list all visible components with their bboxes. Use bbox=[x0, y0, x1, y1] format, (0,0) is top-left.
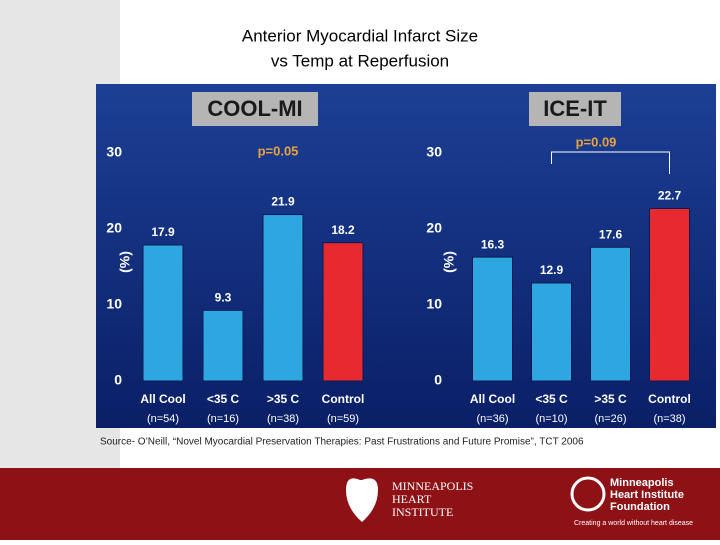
logo-text: HEART bbox=[392, 492, 432, 506]
logo-text: INSTITUTE bbox=[392, 505, 453, 519]
x-tick-label: <35 C bbox=[535, 392, 568, 406]
logo-text: Minneapolis bbox=[610, 477, 674, 489]
value-label: 22.7 bbox=[658, 189, 682, 203]
value-label: 17.9 bbox=[151, 225, 175, 239]
slide-title: vs Temp at Reperfusion bbox=[271, 51, 449, 70]
chart-title-box bbox=[192, 92, 318, 126]
value-label: 16.3 bbox=[481, 237, 505, 251]
logo-text: MINNEAPOLIS bbox=[392, 479, 473, 493]
chart-title-box bbox=[529, 92, 621, 126]
x-tick-label: All Cool bbox=[470, 392, 515, 406]
value-label: 17.6 bbox=[599, 227, 623, 241]
y-axis-label: (%) bbox=[117, 251, 133, 273]
source-note: Source- O’Neill, “Novel Myocardial Prese… bbox=[100, 437, 584, 448]
category-note: (n=54) bbox=[147, 413, 179, 425]
logo-text: Foundation bbox=[610, 501, 670, 513]
category-note: (n=36) bbox=[476, 413, 508, 425]
annotation: p=0.09 bbox=[576, 134, 617, 149]
y-axis-label: (%) bbox=[441, 251, 457, 273]
value-label: 9.3 bbox=[215, 290, 232, 304]
chart-title: COOL-MI bbox=[207, 96, 302, 121]
bracket bbox=[551, 151, 670, 174]
value-label: 18.2 bbox=[331, 223, 355, 237]
tagline: Creating a world without heart disease bbox=[574, 520, 693, 527]
category-note: (n=59) bbox=[327, 413, 359, 425]
x-tick-label: Control bbox=[648, 392, 691, 406]
value-label: 12.9 bbox=[540, 263, 564, 277]
bar bbox=[472, 256, 513, 382]
x-tick-label: Control bbox=[322, 392, 365, 406]
value-label: 21.9 bbox=[271, 195, 295, 209]
category-note: (n=16) bbox=[207, 413, 239, 425]
logo-text: Heart Institute bbox=[610, 489, 684, 501]
chart-title: ICE-IT bbox=[543, 96, 607, 121]
y-tick-label: 20 bbox=[426, 220, 442, 236]
x-tick-label: >35 C bbox=[267, 392, 300, 406]
category-note: (n=38) bbox=[267, 413, 299, 425]
category-note: (n=26) bbox=[594, 413, 626, 425]
y-tick-label: 20 bbox=[106, 220, 122, 236]
heart-icon bbox=[346, 478, 378, 522]
y-tick-label: 10 bbox=[106, 296, 122, 312]
bar bbox=[142, 244, 184, 382]
bar bbox=[590, 246, 631, 382]
y-tick-label: 30 bbox=[106, 144, 122, 160]
bar bbox=[322, 242, 364, 382]
y-tick-label: 0 bbox=[434, 372, 442, 388]
y-tick-label: 10 bbox=[426, 296, 442, 312]
slide-title: Anterior Myocardial Infarct Size bbox=[242, 26, 478, 45]
y-tick-label: 30 bbox=[426, 144, 442, 160]
category-note: (n=10) bbox=[535, 413, 567, 425]
category-note: (n=38) bbox=[653, 413, 685, 425]
annotation: p=0.05 bbox=[258, 143, 299, 158]
bar bbox=[649, 207, 690, 382]
x-tick-label: All Cool bbox=[140, 392, 185, 406]
bar bbox=[202, 309, 244, 382]
x-tick-label: <35 C bbox=[207, 392, 240, 406]
bar bbox=[531, 282, 572, 382]
bar bbox=[262, 214, 304, 382]
y-tick-label: 0 bbox=[114, 372, 122, 388]
foundation-icon bbox=[570, 476, 606, 512]
x-tick-label: >35 C bbox=[594, 392, 627, 406]
